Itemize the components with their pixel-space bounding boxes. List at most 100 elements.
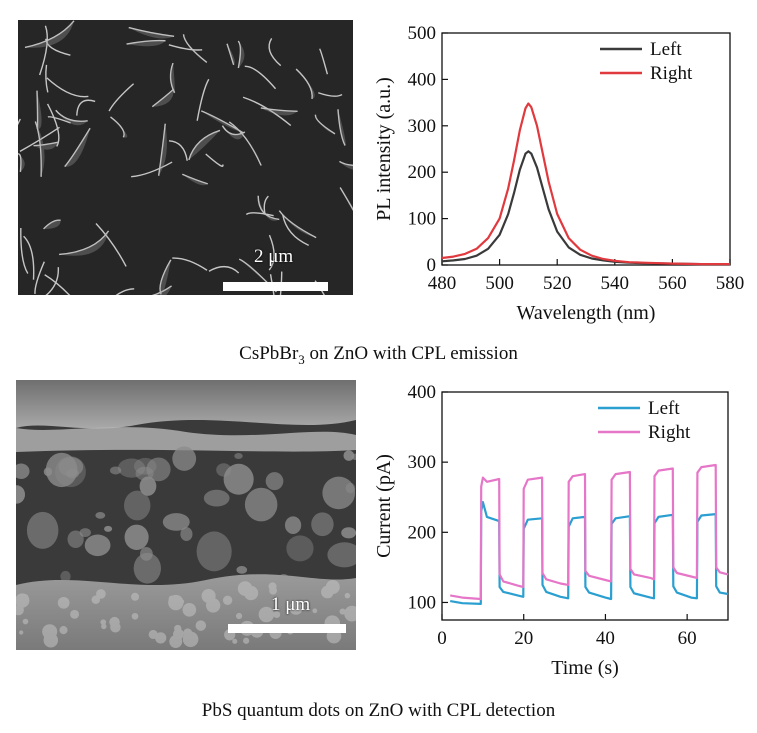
pl-spectrum-chart: 480 500 520 540 560 580 0 100 200 300 400 500 Wavele… <box>360 15 750 335</box>
sem-grain <box>162 513 190 531</box>
sem-grain <box>180 527 193 542</box>
sem-flake-edge <box>20 227 29 274</box>
sem-flake-edge <box>263 195 269 215</box>
sem-flake-face <box>160 259 171 295</box>
sem-flake-edge <box>168 140 188 161</box>
y-tick-label: 0 <box>427 255 437 276</box>
sem-flake-edge <box>115 288 135 295</box>
sem-flake-edge <box>126 39 166 45</box>
sem-flake-edge <box>45 267 59 295</box>
sem-flake-face <box>126 40 166 47</box>
sem-flake-face <box>128 27 175 39</box>
sem-grain <box>265 472 284 491</box>
sem-flake-face <box>59 230 109 256</box>
sem-flake-edge <box>188 129 221 161</box>
sem-flake-face <box>33 142 59 150</box>
current-time-chart: 0 20 40 60 100 200 300 400 Time (s) Current (pA) L… <box>360 380 750 690</box>
sem-grain <box>45 452 78 488</box>
sem-grain <box>109 466 122 475</box>
x-tick-label: 540 <box>601 273 630 294</box>
sem-flake-edge <box>245 212 274 217</box>
sem-grain <box>311 512 334 537</box>
scale-bar-label: 2 μm <box>254 246 294 267</box>
pl-spectrum-svg: 480 500 520 540 560 5800100200300400500Wavele… <box>373 23 744 324</box>
sem-flake-face <box>43 220 61 229</box>
sem-grain <box>139 476 157 496</box>
sem-flake-edge <box>151 88 175 108</box>
sem-flake-edge <box>196 78 210 121</box>
sem-flake-edge <box>257 195 280 221</box>
sem-texture-cross-section <box>16 380 356 650</box>
sem-particle <box>131 612 139 620</box>
sem-flake-edge <box>110 116 125 138</box>
sem-particle <box>59 626 68 635</box>
sem-flake-edge <box>314 114 336 135</box>
series-line-right <box>450 463 729 601</box>
sem-flake-face <box>227 43 235 65</box>
y-tick-label: 100 <box>408 592 437 613</box>
sem-particle <box>344 592 351 599</box>
plot-frame <box>441 32 731 266</box>
sem-grain <box>196 531 232 572</box>
sem-particle <box>57 596 70 609</box>
sem-particle <box>43 633 59 648</box>
sem-particle <box>312 608 318 614</box>
x-tick-label: 520 <box>543 273 572 294</box>
sem-flake-edge <box>318 92 343 97</box>
sem-particle <box>100 619 107 626</box>
sem-flake-face <box>182 174 208 186</box>
sem-flake-edge <box>64 127 91 168</box>
caption-top-part2: on ZnO with CPL emission <box>304 343 518 364</box>
sem-particle <box>344 605 356 622</box>
sem-particle <box>131 592 140 601</box>
series-line-right <box>441 102 730 266</box>
caption-top-subscript: 3 <box>298 351 305 367</box>
x-tick-label: 0 <box>437 628 447 649</box>
sem-particle <box>182 603 197 617</box>
sem-flake-edge <box>55 109 88 122</box>
sem-flake-edge <box>34 121 42 177</box>
sem-flake-edge <box>318 48 329 75</box>
sem-grain <box>79 528 91 537</box>
sem-flake-face <box>37 90 42 129</box>
y-tick-label: 400 <box>408 69 437 90</box>
sem-particle <box>22 618 29 625</box>
sem-flake-edge <box>76 99 96 116</box>
sem-particle <box>70 609 80 619</box>
sem-particle <box>173 628 184 640</box>
sem-particle <box>269 586 277 595</box>
sem-flake-edge <box>339 187 353 212</box>
legend-label-right: Right <box>650 63 693 84</box>
y-tick-label: 200 <box>408 162 437 183</box>
sem-particle <box>289 601 303 615</box>
sem-grain <box>343 450 355 461</box>
sem-flake-edge <box>46 103 60 147</box>
sem-grain <box>345 482 356 494</box>
sem-grain <box>95 512 106 519</box>
x-tick-label: 40 <box>596 628 615 649</box>
sem-particle <box>155 632 167 644</box>
sem-particle <box>339 608 346 615</box>
sem-flake-edge <box>172 257 208 271</box>
sem-flake-edge <box>131 161 173 178</box>
sem-grain <box>67 530 84 549</box>
sem-flake-face <box>35 121 45 177</box>
sem-flake-edge <box>38 25 48 76</box>
sem-flake-edge <box>269 274 275 295</box>
y-tick-label: 300 <box>408 452 437 473</box>
sem-flake-edge <box>19 126 60 152</box>
sem-flake-edge <box>157 123 166 176</box>
sem-grain <box>223 463 254 495</box>
sem-flake-edge <box>208 265 240 274</box>
sem-flake-edge <box>18 118 21 126</box>
sem-flake-face <box>24 20 74 48</box>
sem-flake-edge <box>205 153 224 167</box>
sem-flake-edge <box>95 223 127 267</box>
sem-flake-edge <box>169 62 176 94</box>
x-tick-label: 60 <box>678 628 697 649</box>
sem-grain <box>139 546 153 561</box>
sem-particle <box>109 616 120 628</box>
sem-flake-edge <box>295 68 313 100</box>
y-axis-label: Current (pA) <box>373 454 395 558</box>
sem-image-pbs: 1 μm <box>16 380 356 650</box>
